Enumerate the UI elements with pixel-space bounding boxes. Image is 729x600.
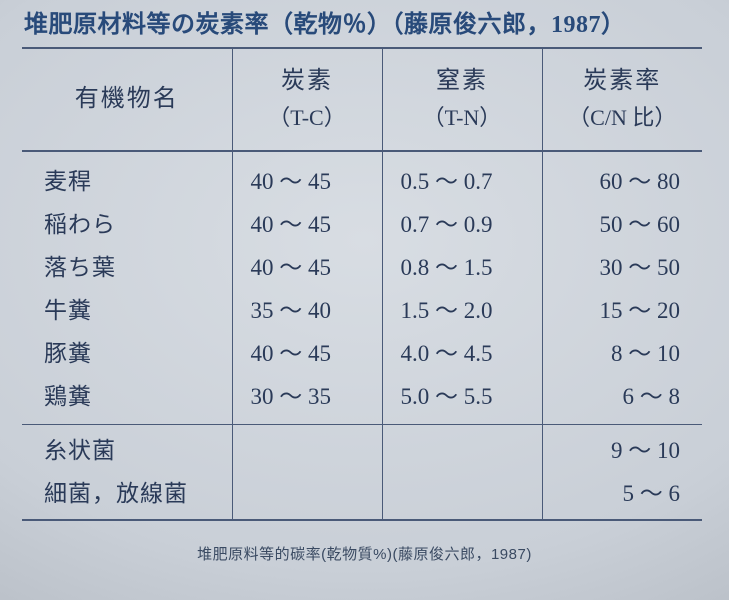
cell-cn: 30 ～ 50: [542, 246, 702, 289]
col-header-name-l1: 有機物名: [28, 81, 226, 117]
cell-cn: 60 ～ 80: [542, 151, 702, 203]
cell-tc: [232, 472, 382, 520]
cell-name: 牛糞: [22, 289, 232, 332]
table-row: 豚糞 40 ～ 45 4.0 ～ 4.5 8 ～ 10: [22, 332, 702, 375]
cell-cn: 50 ～ 60: [542, 203, 702, 246]
table-row: 糸状菌 9 ～ 10: [22, 425, 702, 473]
col-header-carbon-l2: （T-C）: [239, 101, 376, 134]
cn-ratio-table: 有機物名 炭素 （T-C） 窒素 （T-N） 炭素率 （C/N 比） 麦稈: [22, 47, 702, 521]
cell-cn: 6 ～ 8: [542, 375, 702, 425]
cell-tn: 0.8 ～ 1.5: [382, 246, 542, 289]
cell-tn: [382, 472, 542, 520]
col-header-nitro-l1: 窒素: [389, 63, 536, 99]
col-header-cn: 炭素率 （C/N 比）: [542, 48, 702, 151]
cell-cn: 5 ～ 6: [542, 472, 702, 520]
table-row: 鶏糞 30 ～ 35 5.0 ～ 5.5 6 ～ 8: [22, 375, 702, 425]
table-caption: 堆肥原料等的碳率(乾物質%)(藤原俊六郎，1987): [22, 543, 707, 564]
cell-tn: 1.5 ～ 2.0: [382, 289, 542, 332]
cell-tc: 30 ～ 35: [232, 375, 382, 425]
table-row: 牛糞 35 ～ 40 1.5 ～ 2.0 15 ～ 20: [22, 289, 702, 332]
col-header-cn-l2: （C/N 比）: [549, 101, 697, 134]
col-header-nitro-l2: （T-N）: [389, 101, 536, 134]
col-header-carbon: 炭素 （T-C）: [232, 48, 382, 151]
cell-tn: 4.0 ～ 4.5: [382, 332, 542, 375]
cell-tc: 40 ～ 45: [232, 246, 382, 289]
table-body: 麦稈 40 ～ 45 0.5 ～ 0.7 60 ～ 80 稲わら 40 ～ 45…: [22, 151, 702, 520]
table-row: 稲わら 40 ～ 45 0.7 ～ 0.9 50 ～ 60: [22, 203, 702, 246]
page: 堆肥原材料等の炭素率（乾物％）（藤原俊六郎，1987） 有機物名 炭素 （T-C…: [0, 0, 729, 564]
col-header-name: 有機物名: [22, 48, 232, 151]
table-header-row: 有機物名 炭素 （T-C） 窒素 （T-N） 炭素率 （C/N 比）: [22, 48, 702, 151]
page-title: 堆肥原材料等の炭素率（乾物％）（藤原俊六郎，1987）: [24, 4, 707, 39]
cell-tc: [232, 425, 382, 473]
cell-tc: 40 ～ 45: [232, 203, 382, 246]
cell-tn: 0.5 ～ 0.7: [382, 151, 542, 203]
cell-name: 鶏糞: [22, 375, 232, 425]
col-header-cn-l1: 炭素率: [549, 63, 697, 99]
cell-tn: 5.0 ～ 5.5: [382, 375, 542, 425]
col-header-nitrogen: 窒素 （T-N）: [382, 48, 542, 151]
cell-tn: [382, 425, 542, 473]
cell-tc: 40 ～ 45: [232, 332, 382, 375]
cell-cn: 8 ～ 10: [542, 332, 702, 375]
cell-tc: 40 ～ 45: [232, 151, 382, 203]
col-header-carbon-l1: 炭素: [239, 63, 376, 99]
cell-name: 細菌，放線菌: [22, 472, 232, 520]
table-row: 細菌，放線菌 5 ～ 6: [22, 472, 702, 520]
cell-cn: 9 ～ 10: [542, 425, 702, 473]
table-row: 落ち葉 40 ～ 45 0.8 ～ 1.5 30 ～ 50: [22, 246, 702, 289]
cell-cn: 15 ～ 20: [542, 289, 702, 332]
cell-tn: 0.7 ～ 0.9: [382, 203, 542, 246]
table-row: 麦稈 40 ～ 45 0.5 ～ 0.7 60 ～ 80: [22, 151, 702, 203]
cell-name: 落ち葉: [22, 246, 232, 289]
cell-name: 糸状菌: [22, 425, 232, 473]
cell-name: 豚糞: [22, 332, 232, 375]
cell-name: 稲わら: [22, 203, 232, 246]
cell-tc: 35 ～ 40: [232, 289, 382, 332]
cell-name: 麦稈: [22, 151, 232, 203]
